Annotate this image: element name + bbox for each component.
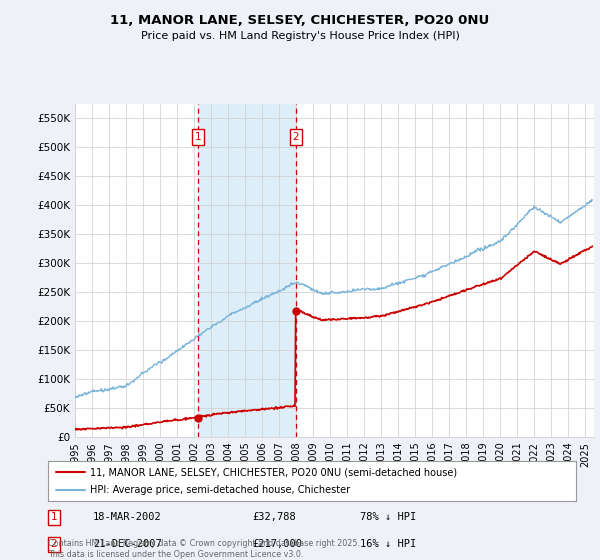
Text: 21-DEC-2007: 21-DEC-2007: [93, 539, 162, 549]
Text: 11, MANOR LANE, SELSEY, CHICHESTER, PO20 0NU (semi-detached house): 11, MANOR LANE, SELSEY, CHICHESTER, PO20…: [90, 467, 457, 477]
Text: 2: 2: [292, 132, 299, 142]
Text: 2: 2: [50, 539, 58, 549]
Text: 11, MANOR LANE, SELSEY, CHICHESTER, PO20 0NU: 11, MANOR LANE, SELSEY, CHICHESTER, PO20…: [110, 14, 490, 27]
Text: £217,000: £217,000: [252, 539, 302, 549]
Bar: [197, 104, 296, 437]
Text: 1: 1: [194, 132, 201, 142]
Text: HPI: Average price, semi-detached house, Chichester: HPI: Average price, semi-detached house,…: [90, 486, 350, 495]
Text: 18-MAR-2002: 18-MAR-2002: [93, 512, 162, 522]
Text: Price paid vs. HM Land Registry's House Price Index (HPI): Price paid vs. HM Land Registry's House …: [140, 31, 460, 41]
Text: 16% ↓ HPI: 16% ↓ HPI: [360, 539, 416, 549]
Text: £32,788: £32,788: [252, 512, 296, 522]
Text: 78% ↓ HPI: 78% ↓ HPI: [360, 512, 416, 522]
Text: 1: 1: [50, 512, 58, 522]
Text: Contains HM Land Registry data © Crown copyright and database right 2025.
This d: Contains HM Land Registry data © Crown c…: [48, 539, 360, 559]
